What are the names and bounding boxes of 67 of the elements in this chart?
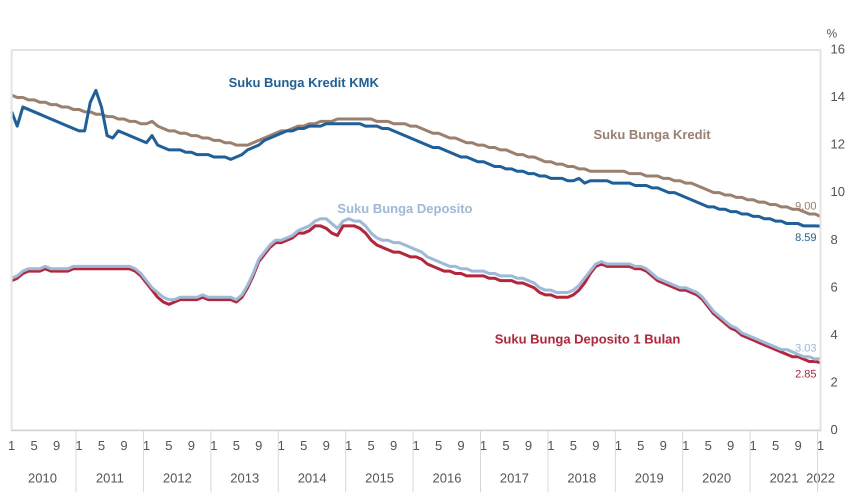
data-label: 3.03: [795, 342, 817, 354]
x-tick-label: 5: [704, 438, 712, 453]
x-tick-label: 1: [278, 438, 285, 453]
x-tick-label: 1: [614, 438, 622, 453]
x-tick-label: 9: [52, 438, 60, 453]
y-tick-label: 0: [830, 422, 838, 437]
text: Suku Bunga Deposito 1 Bulan: [494, 332, 680, 347]
text: 2013: [230, 470, 260, 486]
x-tick-label: 5: [165, 438, 173, 453]
x-tick-label: 5: [772, 438, 780, 453]
x-tick-label: 1: [750, 438, 757, 453]
text: Suku Bunga Kredit KMK: [228, 74, 380, 90]
x-tick-label: 9: [592, 438, 600, 453]
x-tick-label: 5: [30, 438, 38, 453]
text: 2017: [500, 470, 529, 486]
x-tick-label: 1: [345, 438, 352, 453]
x-tick-label: 1: [8, 438, 16, 453]
text: 2012: [162, 470, 192, 486]
text: Suku Bunga Kredit: [594, 127, 712, 142]
y-tick-label: 12: [830, 136, 846, 152]
text: 2020: [702, 470, 732, 486]
x-tick-label: 5: [98, 438, 106, 453]
x-tick-label: 1: [547, 438, 555, 453]
x-tick-label: 9: [188, 438, 195, 453]
y-tick-label: 8: [830, 232, 838, 247]
y-tick-label: 6: [830, 279, 838, 294]
text: 2011: [96, 470, 124, 486]
x-tick-label: 1: [480, 438, 488, 453]
y-tick-label: 14: [830, 89, 846, 104]
x-tick-label: 9: [390, 438, 398, 453]
x-tick-label: 9: [727, 438, 734, 453]
x-tick-label: 1: [75, 438, 83, 453]
x-tick-label: 9: [524, 438, 532, 453]
x-tick-label: 1: [142, 438, 150, 453]
text: 2010: [28, 470, 57, 486]
y-tick-label: 4: [830, 326, 838, 342]
x-tick-label: 5: [300, 438, 308, 453]
x-tick-label: 5: [570, 438, 577, 453]
x-tick-label: 1: [682, 438, 690, 453]
text: 2014: [298, 470, 327, 486]
series-label: Suku Bunga Deposito: [337, 200, 473, 216]
x-tick-label: 5: [368, 438, 375, 453]
text: 2016: [432, 470, 462, 486]
x-tick-label: 5: [637, 438, 644, 453]
text: 2019: [634, 470, 664, 486]
x-tick-label: 9: [120, 438, 128, 453]
x-tick-label: 1: [412, 438, 420, 453]
x-tick-label: 5: [502, 438, 510, 453]
x-tick-label: 9: [794, 438, 802, 453]
y-tick-label: 2: [830, 374, 838, 390]
x-tick-label: 1: [816, 438, 824, 453]
y-tick-label: 16: [830, 42, 846, 57]
x-tick-label: 9: [457, 438, 465, 453]
text: 2021: [770, 470, 798, 486]
text: 2018: [567, 470, 596, 486]
data-label: 8.59: [795, 232, 817, 244]
x-tick-label: 9: [255, 438, 262, 453]
text: 2015: [365, 470, 394, 486]
x-tick-label: 9: [660, 438, 667, 453]
x-tick-label: 5: [232, 438, 240, 453]
x-tick-label: 1: [210, 438, 218, 453]
data-label: 2.85: [795, 368, 817, 381]
x-tick-label: 9: [322, 438, 330, 453]
text: 2022: [806, 470, 835, 486]
y-axis-title: %: [826, 26, 838, 40]
x-tick-label: 5: [434, 438, 442, 453]
y-tick-label: 10: [830, 184, 846, 200]
